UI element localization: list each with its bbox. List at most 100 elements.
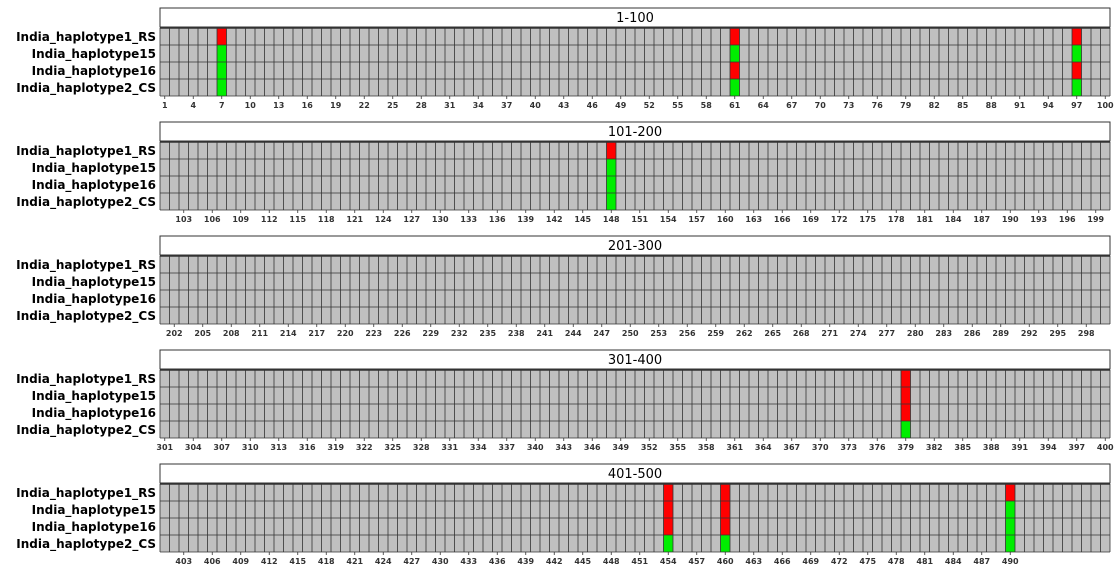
tick-label: 382	[926, 443, 943, 452]
tick-label: 313	[270, 443, 287, 452]
cell-148-India_haplotype15	[606, 159, 616, 176]
tick-label: 13	[273, 101, 284, 110]
cell-379-India_haplotype2_CS	[901, 421, 911, 438]
tick-label: 448	[603, 557, 620, 566]
tick-label: 436	[489, 557, 506, 566]
tick-label: 7	[219, 101, 225, 110]
tick-label: 244	[565, 329, 582, 338]
cell-379-India_haplotype1_RS	[901, 370, 911, 387]
panel-201-300: 201-300 India_haplotype1_RS India_haplotyp…	[16, 235, 1111, 338]
row-label: India_haplotype1_RS	[16, 144, 156, 159]
tick-label: 19	[330, 101, 342, 110]
tick-label: 106	[204, 215, 221, 224]
panel-title: 1-100	[616, 11, 654, 26]
tick-label: 184	[945, 215, 962, 224]
tick-label: 442	[546, 557, 563, 566]
row-label: India_haplotype2_CS	[16, 537, 156, 552]
tick-label: 388	[983, 443, 1000, 452]
tick-label: 256	[679, 329, 696, 338]
tick-label: 322	[356, 443, 373, 452]
tick-label: 133	[460, 215, 477, 224]
tick-label: 283	[935, 329, 952, 338]
tick-label: 85	[957, 101, 969, 110]
tick-label: 349	[612, 443, 629, 452]
tick-label: 40	[530, 101, 542, 110]
cell-379-India_haplotype15	[901, 387, 911, 404]
tick-label: 154	[660, 215, 677, 224]
tick-label: 409	[232, 557, 249, 566]
cell-97-India_haplotype1_RS	[1072, 28, 1082, 45]
tick-label: 316	[299, 443, 316, 452]
tick-label: 289	[992, 329, 1009, 338]
tick-label: 355	[669, 443, 686, 452]
cell-7-India_haplotype15	[217, 45, 227, 62]
tick-label: 445	[574, 557, 591, 566]
tick-label: 61	[729, 101, 741, 110]
tick-label: 127	[403, 215, 420, 224]
tick-label: 478	[888, 557, 905, 566]
tick-label: 46	[587, 101, 599, 110]
row-label: India_haplotype1_RS	[16, 258, 156, 273]
tick-label: 142	[546, 215, 563, 224]
tick-label: 394	[1040, 443, 1057, 452]
tick-label: 34	[473, 101, 485, 110]
tick-label: 73	[843, 101, 854, 110]
tick-label: 52	[644, 101, 655, 110]
tick-label: 424	[375, 557, 392, 566]
cell-454-India_haplotype16	[663, 518, 673, 535]
panel-301-400: 301-400 India_haplotype1_RS India_haplotyp…	[16, 349, 1114, 452]
row-label: India_haplotype1_RS	[16, 30, 156, 45]
tick-label: 307	[213, 443, 230, 452]
tick-label: 220	[337, 329, 354, 338]
tick-label: 481	[916, 557, 933, 566]
tick-label: 118	[318, 215, 335, 224]
tick-label: 4	[190, 101, 196, 110]
row-label: India_haplotype15	[32, 275, 156, 290]
row-label: India_haplotype2_CS	[16, 423, 156, 438]
row-label: India_haplotype16	[32, 178, 156, 193]
panel-title-box	[159, 463, 1111, 484]
tick-label: 217	[308, 329, 325, 338]
row-label: India_haplotype1_RS	[16, 486, 156, 501]
tick-label: 268	[793, 329, 810, 338]
panel-title: 401-500	[608, 467, 662, 482]
cell-460-India_haplotype16	[720, 518, 730, 535]
tick-label: 82	[929, 101, 940, 110]
tick-label: 421	[346, 557, 363, 566]
tick-label: 238	[508, 329, 525, 338]
tick-label: 136	[489, 215, 506, 224]
tick-label: 160	[717, 215, 734, 224]
tick-label: 280	[907, 329, 924, 338]
tick-label: 259	[707, 329, 724, 338]
tick-label: 262	[736, 329, 753, 338]
tick-label: 343	[555, 443, 572, 452]
panel-title: 301-400	[608, 353, 662, 368]
tick-label: 109	[232, 215, 249, 224]
tick-label: 16	[302, 101, 314, 110]
tick-label: 400	[1097, 443, 1114, 452]
tick-label: 361	[726, 443, 743, 452]
tick-label: 364	[755, 443, 772, 452]
tick-label: 325	[384, 443, 401, 452]
tick-label: 250	[622, 329, 639, 338]
tick-label: 97	[1071, 101, 1082, 110]
tick-label: 190	[1002, 215, 1019, 224]
tick-label: 28	[416, 101, 428, 110]
row-label: India_haplotype15	[32, 389, 156, 404]
tick-label: 391	[1011, 443, 1028, 452]
tick-label: 292	[1021, 329, 1038, 338]
tick-label: 175	[859, 215, 876, 224]
tick-label: 457	[688, 557, 705, 566]
panel-title-box	[159, 235, 1111, 256]
tick-label: 319	[327, 443, 344, 452]
tick-label: 43	[558, 101, 569, 110]
row-label: India_haplotype1_RS	[16, 372, 156, 387]
tick-label: 484	[945, 557, 962, 566]
tick-label: 403	[175, 557, 192, 566]
cell-148-India_haplotype16	[606, 176, 616, 193]
cell-61-India_haplotype15	[730, 45, 740, 62]
row-label: India_haplotype16	[32, 64, 156, 79]
tick-label: 49	[615, 101, 627, 110]
tick-label: 208	[223, 329, 240, 338]
tick-label: 67	[786, 101, 797, 110]
